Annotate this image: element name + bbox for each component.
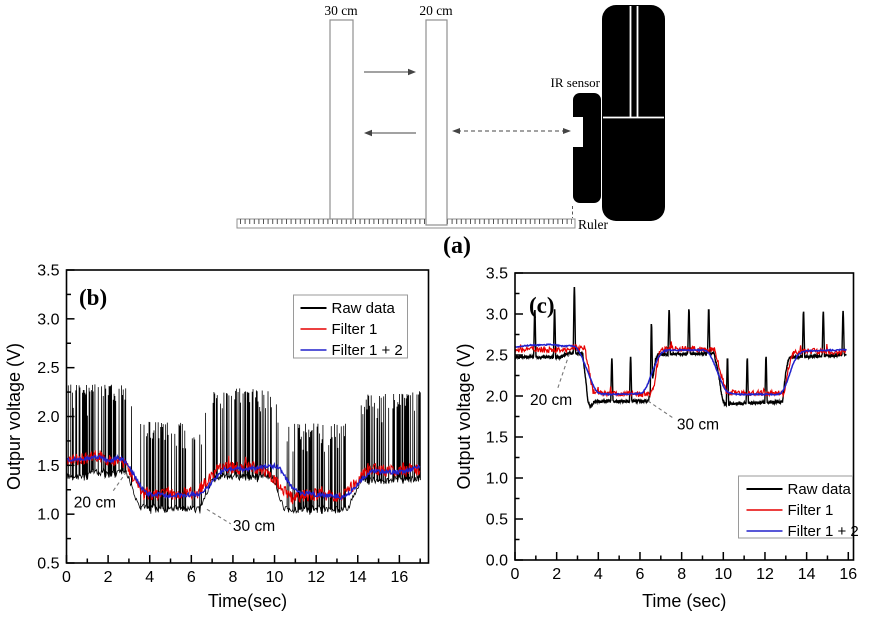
ir-sensor-body	[573, 93, 601, 203]
y-tick-label: 1.5	[486, 430, 508, 447]
x-tick-label: 2	[104, 569, 113, 586]
x-tick-label: 4	[594, 566, 603, 583]
chart-c: 0 2 4 6 8 10 12 14 16 0.0 0.5 1.0 1.5 2.0 2.5 3.0 3.5 Tim…	[454, 266, 859, 612]
arrow-right-icon	[364, 68, 416, 76]
x-tick-label: 12	[307, 569, 325, 586]
chart-b: 0 2 4 6 8 10 12 14 16 0.5 1.0 1.5 2.0 2.5 3.0 3.5 Time(s…	[4, 263, 430, 611]
x-tick-label: 16	[390, 569, 408, 586]
ir-sensor-label: IR sensor	[551, 75, 601, 90]
x-tick-label: 14	[798, 566, 816, 583]
y-tick-label: 3.5	[486, 266, 508, 283]
x-tick-label: 14	[349, 569, 367, 586]
ir-beam-dashed-arrow-icon	[452, 128, 571, 134]
x-tick-label: 2	[552, 566, 561, 583]
legend-entry-label: Raw data	[788, 481, 852, 498]
y-tick-label: 0.0	[486, 553, 508, 570]
legend-entry-label: Filter 1 + 2	[788, 523, 859, 540]
legend-box	[738, 475, 853, 539]
y-tick-label: 3.0	[37, 311, 59, 328]
x-tick-label: 8	[677, 566, 686, 583]
y-tick-label: 2.0	[37, 409, 59, 426]
panel-label: (c)	[529, 293, 555, 318]
y-tick-label: 1.5	[37, 458, 59, 475]
y-tick-label: 0.5	[37, 556, 59, 573]
ruler-label: Ruler	[578, 217, 608, 232]
series-filter-1-2	[514, 343, 847, 397]
series-filter-1-2	[65, 454, 421, 501]
x-tick-label: 4	[145, 569, 154, 586]
y-tick-label: 1.0	[486, 471, 508, 488]
legend-entry-label: Filter 1 + 2	[332, 342, 403, 359]
legend-entry-label: Filter 1	[788, 502, 834, 519]
y-axis-title: Outpur voltage (V)	[4, 343, 24, 490]
robot-body	[602, 5, 665, 221]
panel-a-label: (a)	[443, 233, 471, 259]
y-axis-title: Output voltage (V)	[454, 343, 474, 489]
y-tick-label: 2.0	[486, 389, 508, 406]
x-tick-label: 12	[756, 566, 774, 583]
x-tick-label: 0	[62, 569, 71, 586]
y-tick-label: 0.5	[486, 512, 508, 529]
annotation-leader-line	[112, 468, 129, 492]
x-axis-title: Time(sec)	[208, 591, 287, 611]
annotation-leader-line	[647, 400, 674, 419]
bar-20cm-label: 20 cm	[419, 3, 453, 18]
x-tick-label: 6	[636, 566, 645, 583]
arrow-left-icon	[364, 129, 416, 137]
x-axis-title: Time (sec)	[642, 591, 726, 611]
x-tick-label: 6	[187, 569, 196, 586]
legend-box	[293, 294, 408, 359]
experiment-diagram: 30 cm 20 cm IR sensor Ruler	[236, 3, 665, 259]
bar-30cm-label: 30 cm	[324, 3, 358, 18]
panel-label: (b)	[79, 285, 107, 310]
legend-entry-label: Raw data	[332, 300, 396, 317]
annotation-label: 30 cm	[233, 518, 275, 535]
y-tick-label: 1.0	[37, 507, 59, 524]
legend-entry-label: Filter 1	[332, 321, 378, 338]
y-tick-label: 2.5	[486, 348, 508, 365]
target-bar-20cm	[425, 19, 448, 226]
annotation-label: 20 cm	[74, 494, 116, 511]
annotation-label: 30 cm	[677, 417, 719, 434]
annotation-leader-line	[206, 508, 232, 525]
x-tick-label: 10	[714, 566, 732, 583]
y-tick-label: 3.5	[37, 263, 59, 280]
y-tick-label: 2.5	[37, 360, 59, 377]
y-tick-label: 3.0	[486, 307, 508, 324]
annotation-label: 20 cm	[530, 392, 572, 409]
x-tick-label: 0	[511, 566, 520, 583]
target-bar-30cm	[329, 19, 354, 220]
x-tick-label: 10	[266, 569, 284, 586]
x-tick-label: 16	[839, 566, 857, 583]
ir-sensor-window	[572, 117, 583, 147]
x-tick-label: 8	[228, 569, 237, 586]
